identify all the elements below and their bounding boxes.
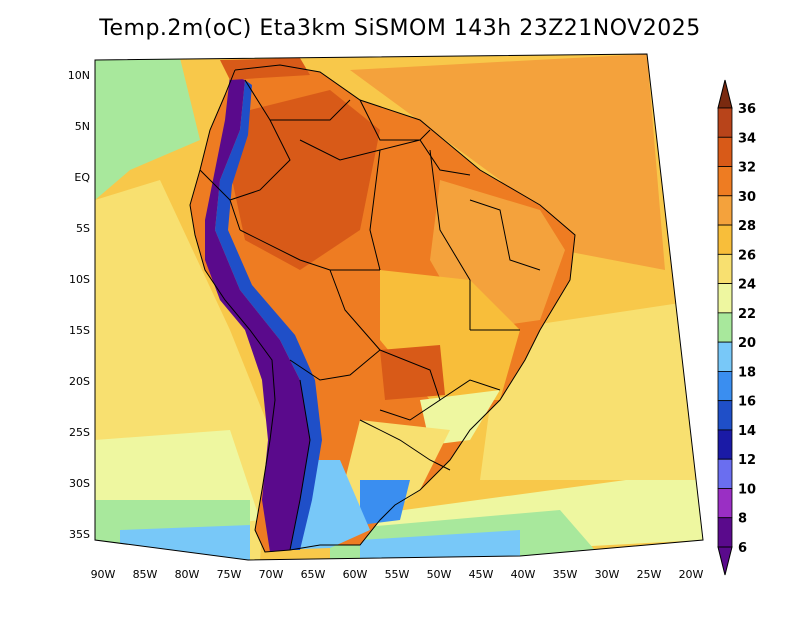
andes-cold-strip [205,75,310,552]
colorbar-bottom-arrow [717,546,733,576]
atlantic-north-warm [350,54,665,270]
colorbar-label: 34 [738,131,756,146]
colorbar-top-arrow [717,79,733,109]
lat-tick: 5N [75,120,90,133]
lat-tick: 5S [76,222,90,235]
lat-tick: 20S [69,375,90,388]
temperature-field [95,54,703,560]
colorbar-label: 18 [738,365,756,380]
colorbar-swatch [717,107,733,138]
colorbar-swatch [717,429,733,460]
border-peru-brazil [239,229,380,271]
map-title: Temp.2m(oC) Eta3km SiSMOM 143h 23Z21NOV2… [99,16,701,41]
colorbar-label: 22 [738,307,756,322]
border-ecuador [199,169,241,231]
lon-tick: 40W [511,568,536,581]
border-brazil-states-1 [369,149,381,271]
lon-tick: 45W [469,568,494,581]
lon-tick: 35W [553,568,578,581]
amazon-hot-area [230,90,380,270]
colorbar-label: 16 [738,395,756,410]
colorbar-label: 20 [738,336,756,351]
colorbar-swatch [717,341,733,372]
lat-tick: 15S [69,324,90,337]
lat-tick: 10S [69,273,90,286]
latitude-axis: 10N 5N EQ 5S 10S 15S 20S 25S 30S 35S [68,69,91,541]
map-frame [94,53,704,561]
border-brazil-states-3 [469,199,541,271]
lon-tick: 25W [637,568,662,581]
lon-tick: 20W [679,568,704,581]
pacific-cold-band [120,525,250,560]
lon-tick: 75W [217,568,242,581]
lon-tick: 90W [91,568,116,581]
colorbar-swatch [717,166,733,197]
lat-tick: EQ [74,171,90,184]
border-guianas [359,99,431,141]
colorbar-swatch [717,488,733,519]
lon-tick: 30W [595,568,620,581]
coastline [189,64,576,553]
colorbar-label: 32 [738,161,756,176]
colorbar-swatch [717,195,733,226]
colorbar-swatch [717,458,733,489]
lon-tick: 65W [301,568,326,581]
colorbar-label: 36 [738,102,756,117]
colorbar-swatch [717,400,733,431]
country-borders [189,64,576,553]
colorbar-label: 14 [738,424,756,439]
colorbar-label: 26 [738,248,756,263]
lat-tick: 35S [69,528,90,541]
border-argentina-chile [289,379,311,551]
lat-tick: 30S [69,477,90,490]
colorbar-swatch [717,136,733,167]
caribbean-hot-area [220,58,310,80]
colorbar-label: 12 [738,453,756,468]
lat-tick: 10N [68,69,90,82]
lon-tick: 80W [175,568,200,581]
lon-tick: 85W [133,568,158,581]
andes-blue-fringe [215,80,322,550]
border-brazil-states-5 [439,379,501,401]
colorbar-label: 10 [738,482,756,497]
longitude-axis: 90W 85W 80W 75W 70W 65W 60W 55W 50W 45W … [91,568,704,581]
colorbar-label: 28 [738,219,756,234]
lat-tick: 25S [69,426,90,439]
colorbar-swatch [717,312,733,343]
colorbar-label: 30 [738,190,756,205]
colorbar-swatch [717,283,733,314]
atlantic-cold-band [360,530,520,560]
border-bolivia [289,269,381,381]
pacific-cool-north [95,58,200,200]
border-brazil-states-2 [429,149,471,330]
colorbar-swatch [717,517,733,548]
colorbar-label: 8 [738,512,747,527]
border-venezuela [270,99,351,121]
lon-tick: 60W [343,568,368,581]
colorbar-swatch [717,253,733,284]
atlantic-mid-band [480,300,703,480]
colorbar-label: 24 [738,278,756,293]
border-brazil-west [299,139,471,176]
colorbar-swatch [717,370,733,402]
colorbar-swatch [717,224,733,255]
colorbar-label: 6 [738,541,747,556]
lon-tick: 70W [259,568,284,581]
border-colombia [229,79,291,201]
lon-tick: 55W [385,568,410,581]
pantanal-hot-area [380,345,445,400]
uruguay-cool-area [360,480,410,525]
lon-tick: 50W [427,568,452,581]
colorbar: 6 8 10 12 14 16 18 20 22 24 26 28 30 32 34 36 [717,79,756,576]
border-argentina-brazil [359,419,451,471]
